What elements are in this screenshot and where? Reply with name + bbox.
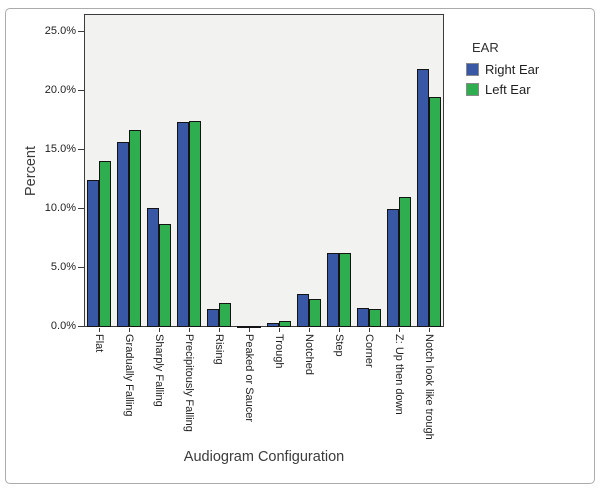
legend-item-label: Left Ear <box>485 82 531 97</box>
y-tick-mark <box>78 90 84 91</box>
plot-area <box>84 14 444 327</box>
bar-right-ear <box>147 207 159 327</box>
y-tick-label: 5.0% <box>50 261 76 273</box>
x-tick-mark <box>428 328 430 332</box>
bar-left-ear <box>159 224 171 327</box>
category-label-gradually-falling: Gradually Falling <box>123 334 135 417</box>
bar-left-ear <box>249 325 261 328</box>
bar-left-ear <box>309 298 321 327</box>
legend: EAR Right Ear Left Ear <box>466 40 591 102</box>
x-tick-mark <box>308 328 310 332</box>
legend-swatch-right-ear <box>466 63 479 76</box>
category-label-z-up-then-down: Z: Up then down <box>393 334 405 415</box>
bar-right-ear <box>417 68 429 327</box>
bar-right-ear <box>87 179 99 327</box>
bar-right-ear <box>207 309 219 327</box>
legend-item-label: Right Ear <box>485 62 540 77</box>
category-label-step: Step <box>333 334 345 357</box>
y-tick-mark <box>78 149 84 150</box>
bar-left-ear <box>429 96 441 327</box>
category-label-flat: Flat <box>93 334 105 353</box>
x-axis-title: Audiogram Configuration <box>183 449 345 465</box>
bar-right-ear <box>297 293 309 327</box>
bar-left-ear <box>189 120 201 327</box>
legend-items: Right Ear Left Ear <box>466 62 591 97</box>
y-tick-mark <box>78 208 84 209</box>
x-tick-mark <box>98 328 100 332</box>
y-tick-label: 10.0% <box>44 202 76 214</box>
y-tick-label: 25.0% <box>44 25 76 37</box>
bar-left-ear <box>399 197 411 327</box>
y-tick-label: 20.0% <box>44 84 76 96</box>
bar-right-ear <box>237 325 249 328</box>
legend-title: EAR <box>472 40 499 55</box>
category-label-corner: Corner <box>363 334 375 368</box>
y-tick-mark <box>78 267 84 268</box>
category-label-notch-look-like-trough: Notch look like trough <box>423 334 435 440</box>
x-tick-mark <box>128 328 130 332</box>
legend-swatch-left-ear <box>466 83 479 96</box>
y-axis-title: Percent <box>20 14 42 327</box>
bar-left-ear <box>219 303 231 327</box>
bar-left-ear <box>369 309 381 327</box>
y-tick-label: 15.0% <box>44 143 76 155</box>
legend-item-right-ear: Right Ear <box>466 62 591 77</box>
x-tick-mark <box>278 328 280 332</box>
category-label-notched: Notched <box>303 334 315 375</box>
legend-item-left-ear: Left Ear <box>466 82 591 97</box>
bar-left-ear <box>129 129 141 327</box>
y-tick-label: 0.0% <box>50 320 76 332</box>
bar-right-ear <box>177 121 189 327</box>
bar-left-ear <box>99 160 111 327</box>
y-tick-mark <box>78 31 84 32</box>
x-tick-mark <box>158 328 160 332</box>
bar-right-ear <box>267 323 279 327</box>
bar-right-ear <box>327 252 339 327</box>
x-tick-mark <box>368 328 370 332</box>
x-tick-mark <box>248 328 250 332</box>
category-label-sharply-falling: Sharply Falling <box>153 334 165 407</box>
x-tick-mark <box>188 328 190 332</box>
category-label-peaked-or-saucer: Peaked or Saucer <box>243 334 255 423</box>
category-label-precipitously-falling: Precipitously Falling <box>183 334 195 432</box>
bar-left-ear <box>279 321 291 327</box>
bar-right-ear <box>387 209 399 327</box>
bar-right-ear <box>117 141 129 327</box>
x-tick-mark <box>398 328 400 332</box>
bar-left-ear <box>339 252 351 327</box>
bar-right-ear <box>357 308 369 327</box>
category-label-rising: Rising <box>213 334 225 365</box>
x-tick-mark <box>338 328 340 332</box>
y-tick-mark <box>78 326 84 327</box>
x-tick-mark <box>218 328 220 332</box>
category-label-trough: Trough <box>273 334 285 369</box>
